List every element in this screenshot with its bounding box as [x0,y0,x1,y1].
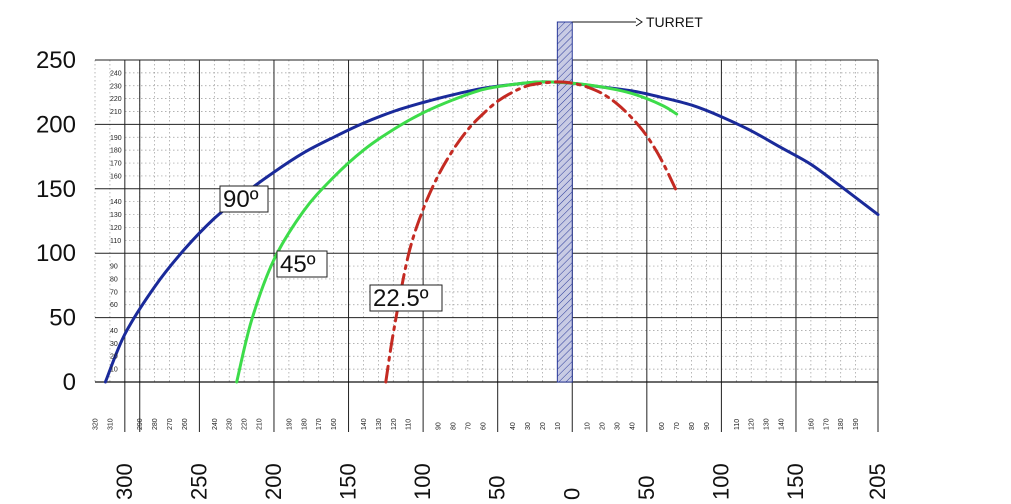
x-minor-tick-label: 210 [257,418,264,430]
series-90-label: 90º [223,186,259,213]
x-minor-tick-label: 230 [227,418,234,430]
x-minor-tick-label: 120 [749,418,756,430]
y-minor-tick-label: 170 [110,161,122,168]
series-45-label-box [276,250,328,278]
y-major-tick-label: 0 [63,369,76,396]
y-minor-tick-label: 110 [110,238,121,245]
y-minor-tick-label: 10 [110,367,118,374]
x-minor-tick-label: 130 [764,418,771,430]
x-minor-tick-label: 20 [600,422,607,430]
x-minor-tick-label: 30 [525,422,532,430]
y-minor-tick-label: 60 [110,302,118,309]
x-minor-tick-label: 110 [734,419,741,430]
x-minor-tick-label: 220 [242,418,249,430]
turret-arrowhead [635,17,643,27]
x-minor-tick-label: 60 [480,422,487,430]
x-minor-tick-label: 10 [555,422,562,430]
x-minor-tick-label: 70 [674,422,681,430]
x-minor-tick-label: 280 [152,418,159,430]
x-minor-tick-label: 20 [540,422,547,430]
x-minor-tick-label: 140 [779,418,786,430]
x-minor-tick-label: 80 [689,422,696,430]
series-layer [103,80,880,384]
y-minor-tick-label: 20 [110,354,118,361]
y-minor-tick-label: 40 [110,328,118,335]
x-major-tick-label: 250 [186,463,211,500]
x-minor-tick-label: 190 [286,418,293,430]
x-minor-tick-label: 270 [167,418,174,430]
series-22-5-label-box [369,284,443,312]
labels-layer: 0501001502002501020304060708090110120130… [36,47,890,500]
y-minor-tick-label: 80 [110,276,118,283]
x-minor-tick-label: 40 [629,422,636,430]
y-major-tick-label: 150 [36,176,76,203]
series-45-label: 45º [280,251,316,278]
series-90-label-box [219,185,269,213]
y-minor-tick-label: 160 [110,173,122,180]
series-22-5-curve [384,80,679,384]
series-22-5-label: 22.5º [373,285,429,312]
y-minor-tick-label: 120 [110,225,122,232]
x-major-tick-label: 50 [485,476,510,500]
x-minor-tick-label: 180 [838,418,845,430]
turret-label: TURRET [646,14,703,30]
x-minor-tick-label: 310 [107,418,114,430]
x-minor-tick-label: 240 [212,418,219,430]
x-minor-tick-label: 130 [376,418,383,430]
y-minor-tick-label: 70 [110,289,118,296]
major-grid [95,59,879,432]
x-major-tick-label: 100 [708,463,733,500]
x-minor-tick-label: 290 [137,418,144,430]
x-minor-tick-label: 190 [853,418,860,430]
x-minor-tick-label: 260 [182,418,189,430]
turret-hatch [557,22,573,382]
y-minor-tick-label: 130 [110,212,122,219]
series-90-curve [103,80,880,384]
x-major-tick-label: 0 [559,488,584,500]
x-minor-tick-label: 60 [659,422,666,430]
x-minor-tick-label: 90 [436,422,443,430]
y-minor-tick-label: 240 [110,70,122,77]
x-minor-tick-label: 180 [301,418,308,430]
x-minor-tick-label: 90 [704,422,711,430]
y-major-tick-label: 50 [49,305,76,332]
y-minor-tick-label: 140 [110,199,122,206]
x-minor-tick-label: 170 [316,418,323,430]
x-minor-tick-label: 160 [331,418,338,430]
x-minor-tick-label: 110 [406,419,413,430]
x-major-tick-label: 150 [336,463,361,500]
y-minor-tick-label: 210 [110,109,122,116]
x-major-tick-label: 50 [634,476,659,500]
x-minor-tick-label: 160 [808,418,815,430]
x-minor-tick-label: 120 [391,418,398,430]
y-minor-tick-label: 190 [110,135,122,142]
y-minor-tick-label: 90 [110,264,118,271]
x-minor-tick-label: 30 [615,422,622,430]
y-minor-tick-label: 180 [110,148,122,155]
x-minor-tick-label: 70 [465,422,472,430]
x-minor-tick-label: 140 [361,418,368,430]
x-major-tick-label: 200 [261,463,286,500]
x-minor-tick-label: 170 [823,418,830,430]
y-major-tick-label: 250 [36,47,76,74]
x-major-tick-label: 150 [783,463,808,500]
y-major-tick-label: 200 [36,111,76,138]
y-minor-tick-label: 230 [110,83,122,90]
turret: TURRET [556,14,703,383]
x-minor-tick-label: 10 [585,422,592,430]
x-major-tick-label: 205 [865,463,890,500]
x-minor-tick-label: 80 [450,422,457,430]
x-minor-tick-label: 40 [510,422,517,430]
x-major-tick-label: 100 [410,463,435,500]
x-minor-tick-label: 320 [93,418,100,430]
x-major-tick-label: 300 [112,463,137,500]
y-minor-tick-label: 30 [110,341,118,348]
y-minor-tick-label: 220 [110,96,122,103]
y-major-tick-label: 100 [36,240,76,267]
series-45-curve [235,80,679,384]
